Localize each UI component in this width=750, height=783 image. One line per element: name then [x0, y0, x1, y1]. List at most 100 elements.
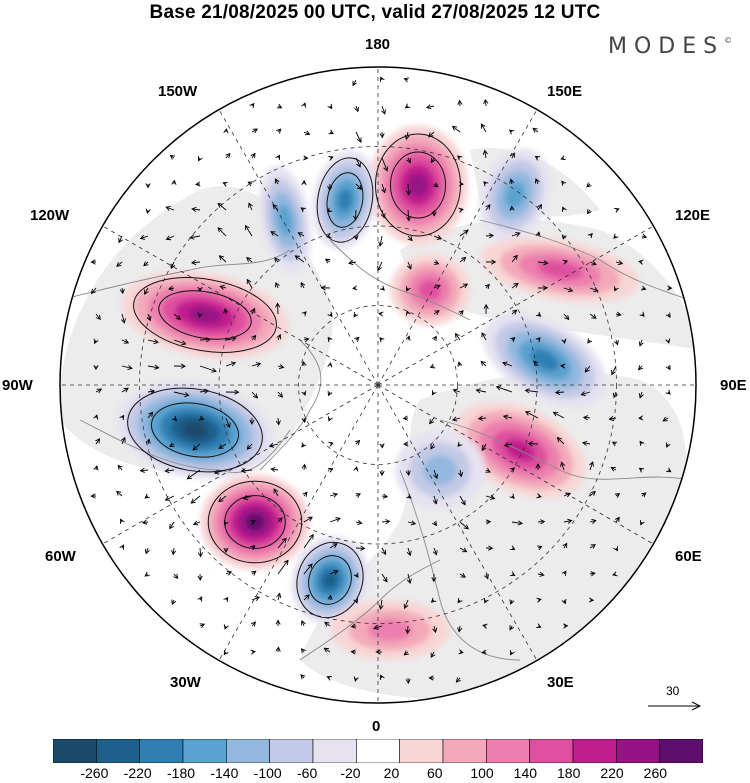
colorbar-tick-label: -260 [80, 765, 109, 781]
wind-arrow [477, 415, 487, 421]
wind-arrow [561, 338, 567, 344]
wind-arrow [403, 599, 409, 610]
wind-arrow [171, 415, 178, 422]
wind-arrow [533, 360, 539, 367]
wind-arrow [277, 559, 289, 575]
wind-arrow [301, 417, 307, 424]
wind-arrow [432, 335, 437, 341]
wind-arrow [406, 547, 412, 557]
wind-arrow [639, 440, 645, 446]
wind-arrow [274, 178, 280, 185]
longitude-label-90e: 90E [720, 377, 747, 394]
wind-arrow [120, 518, 125, 524]
wind-arrow [615, 260, 624, 266]
coastline [329, 239, 471, 321]
wind-arrow [667, 285, 673, 291]
wind-arrow [560, 363, 566, 369]
colorbar-tick-label: 60 [427, 765, 443, 781]
wind-arrow [275, 619, 281, 627]
wind-arrow [225, 361, 237, 367]
wind-arrow [503, 442, 513, 448]
colorbar-tick-label: 100 [470, 765, 494, 781]
wind-arrow [379, 131, 385, 139]
wind-arrow [613, 286, 619, 292]
wind-arrow [355, 519, 363, 525]
wind-arrow [554, 389, 565, 395]
contour-line [308, 555, 352, 605]
wind-arrow [273, 488, 279, 497]
wind-arrow [459, 229, 469, 237]
wind-arrow [666, 467, 672, 473]
wind-arrow [407, 520, 417, 526]
wind-arrow [355, 183, 362, 191]
wind-arrow [403, 441, 409, 447]
wind-arrow [198, 415, 205, 421]
colorbar-tick-label: -180 [167, 765, 196, 781]
wind-arrow [483, 181, 489, 187]
wind-arrow [459, 547, 468, 553]
wind-arrow [294, 255, 305, 263]
wind-arrow [171, 599, 177, 605]
wind-arrow [485, 519, 492, 525]
wind-arrow [641, 233, 648, 239]
wind-arrow [353, 572, 359, 578]
wind-arrow [93, 465, 99, 471]
wind-arrow [121, 364, 133, 371]
wind-arrow [327, 390, 333, 397]
wind-arrow [240, 468, 253, 474]
wind-arrow [381, 493, 389, 499]
colorbar-swatch [356, 739, 400, 763]
wind-arrow [171, 179, 177, 185]
wind-arrow [613, 233, 619, 239]
wind-arrow [589, 461, 594, 471]
reference-vector-arrow [648, 701, 702, 711]
colorbar-tick-label: -60 [297, 765, 318, 781]
wind-arrow [562, 206, 567, 212]
anomaly-shading [367, 618, 413, 642]
wind-arrow [405, 310, 411, 316]
wind-arrow [355, 439, 361, 446]
wind-arrow [353, 466, 359, 472]
wind-arrow [433, 284, 441, 290]
wind-arrow [350, 649, 357, 655]
wind-arrow [511, 309, 518, 315]
wind-arrow [93, 414, 99, 420]
colorbar-swatch [529, 739, 574, 763]
map-border [59, 66, 697, 704]
wind-arrow [459, 521, 469, 530]
wind-arrow [614, 493, 621, 498]
wind-arrow [665, 389, 671, 395]
wind-arrow [354, 105, 360, 113]
wind-arrow [510, 650, 515, 656]
wind-arrow [375, 649, 383, 655]
wind-arrow [303, 130, 311, 136]
wind-arrow [139, 234, 149, 240]
wind-arrow [300, 207, 306, 213]
wind-arrow [143, 261, 149, 267]
wind-arrow [141, 519, 149, 525]
wind-arrow [480, 123, 487, 133]
wind-arrow [457, 598, 463, 604]
wind-arrow [275, 417, 281, 426]
wind-arrow [406, 157, 411, 164]
wind-arrow [350, 623, 357, 629]
wind-arrow [406, 261, 412, 270]
colorbar-swatch [96, 739, 140, 763]
wind-arrow [432, 625, 438, 634]
colorbar-swatch [139, 739, 184, 763]
wind-arrow [458, 649, 464, 655]
latitude-circle [139, 146, 617, 624]
wind-arrow [381, 105, 386, 115]
contour-line [133, 277, 277, 353]
wind-arrow [225, 152, 231, 159]
contour-line [390, 151, 446, 219]
wind-arrow [250, 152, 256, 159]
colorbar-swatch [182, 739, 227, 763]
wind-arrow [300, 648, 306, 654]
meridian-line [377, 225, 654, 386]
wind-arrow [95, 388, 103, 394]
wind-arrow [432, 520, 438, 527]
wind-arrow [302, 491, 308, 497]
wind-arrow [165, 206, 175, 211]
wind-arrow [171, 547, 177, 556]
